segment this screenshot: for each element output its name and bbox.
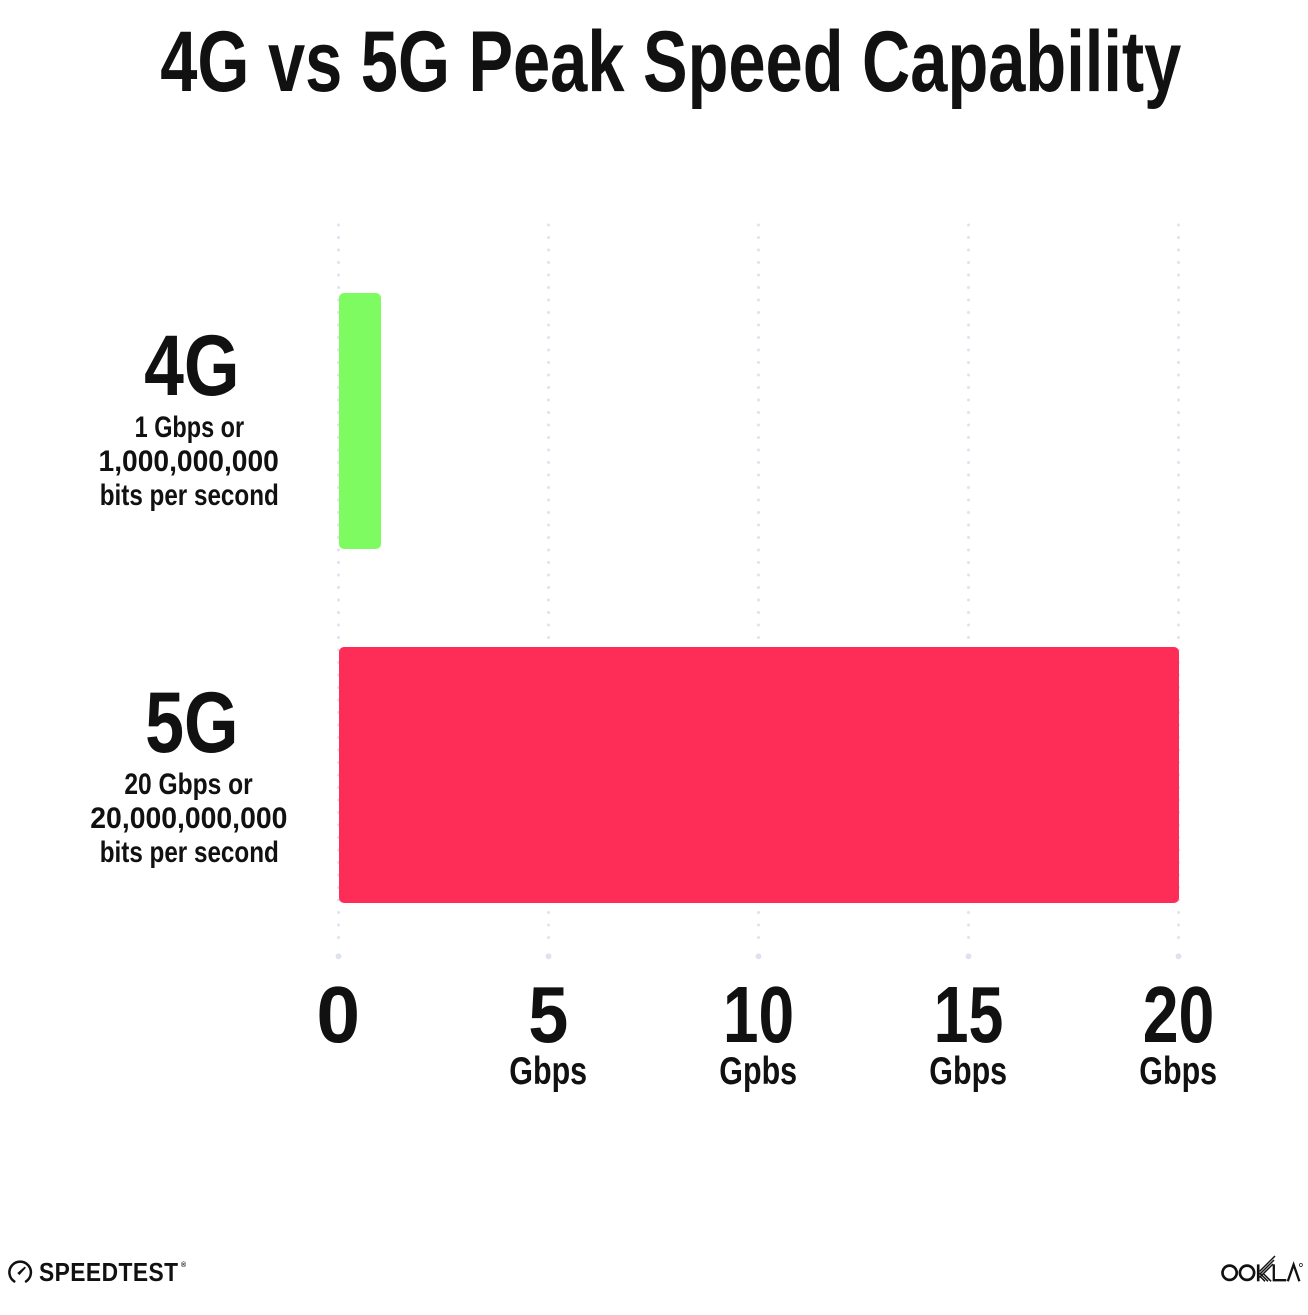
ookla-letter-o2: [1238, 1264, 1256, 1282]
tick-number-row: 10: [654, 975, 864, 1055]
bar-5g: [338, 647, 1179, 903]
series-sublabel-4g: 1 Gbps or 1,000,000,000 bits per second: [0, 411, 378, 513]
series-label-5g: 5G: [3, 680, 381, 767]
sublabel-line: 1,000,000,000: [0, 445, 378, 479]
tick-unit-row: Gpbs: [654, 1050, 864, 1093]
x-tick-15-unit: Gbps: [929, 1050, 1008, 1093]
bar-4g: [338, 293, 381, 549]
tick-number-row: 15: [864, 975, 1074, 1055]
series-sublabel-5g: 20 Gbps or 20,000,000,000 bits per secon…: [0, 768, 378, 870]
speedtest-wordmark: SPEEDTEST: [39, 1258, 179, 1287]
tick-unit-row: Gbps: [444, 1050, 654, 1093]
series-sublabel-5g-line2: 20,000,000,000: [90, 801, 288, 835]
x-tick-20-unit: Gbps: [1139, 1050, 1218, 1093]
series-sublabel-4g-line3: bits per second: [99, 479, 279, 513]
chart-title: 4G vs 5G Peak Speed Capability: [159, 13, 1181, 110]
sublabel-line: 1 Gbps or: [0, 411, 378, 445]
tick-unit-row: Gbps: [864, 1050, 1074, 1093]
chart-title-row: 4G vs 5G Peak Speed Capability: [0, 19, 1308, 106]
sublabel-line: bits per second: [0, 836, 378, 870]
ookla-logo: [1221, 1255, 1303, 1282]
series-sublabel-4g-line1: 1 Gbps or: [134, 411, 244, 445]
tick-number-row: 5: [444, 975, 654, 1055]
speedtest-registered-mark: ®: [181, 1262, 187, 1269]
series-name-4g: 4G: [143, 317, 240, 414]
sublabel-line: 20 Gbps or: [0, 768, 378, 802]
tick-number-row: 0: [234, 975, 444, 1055]
ookla-letter-a: [1286, 1261, 1301, 1282]
ookla-registered-mark: [1299, 1263, 1303, 1267]
ookla-letter-o1: [1221, 1264, 1239, 1282]
ookla-letter-k: [1256, 1255, 1276, 1282]
x-tick-5-number: 5: [528, 970, 569, 1060]
sublabel-line: 20,000,000,000: [0, 802, 378, 836]
series-sublabel-4g-line2: 1,000,000,000: [98, 445, 280, 479]
sublabel-line: bits per second: [0, 479, 378, 513]
series-sublabel-5g-line1: 20 Gbps or: [124, 767, 254, 801]
x-tick-15-number: 15: [933, 970, 1004, 1060]
x-tick-0-number: 0: [316, 970, 361, 1060]
series-name-5g: 5G: [144, 674, 239, 771]
speedometer-gauge-icon: [8, 1260, 33, 1283]
tick-unit-row: Gbps: [1074, 1050, 1284, 1093]
x-tick-5-unit: Gbps: [509, 1050, 588, 1093]
tick-number-row: 20: [1074, 975, 1284, 1055]
series-sublabel-5g-line3: bits per second: [99, 835, 279, 869]
x-tick-10-unit: Gpbs: [719, 1050, 798, 1093]
x-tick-10-number: 10: [722, 970, 795, 1060]
x-tick-20-number: 20: [1142, 970, 1215, 1060]
series-label-4g: 4G: [3, 317, 381, 414]
ookla-letter-l: [1272, 1264, 1287, 1282]
